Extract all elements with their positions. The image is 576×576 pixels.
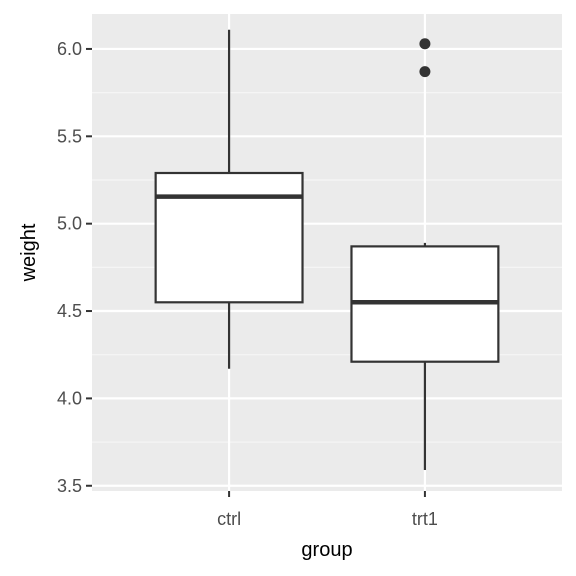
y-tick-label: 5.0: [57, 214, 82, 234]
y-axis: 3.5 4.0 4.5 5.0 5.5 6.0: [57, 39, 92, 496]
x-axis: ctrl trt1: [217, 491, 438, 529]
outlier-point: [419, 38, 431, 50]
y-tick-label: 6.0: [57, 39, 82, 59]
x-tick-label: ctrl: [217, 509, 241, 529]
iqr-box: [154, 171, 304, 304]
box-trt1: [350, 38, 500, 471]
outlier-point: [419, 66, 431, 78]
y-tick-label: 5.5: [57, 126, 82, 146]
box-ctrl: [154, 29, 304, 369]
x-tick-label: trt1: [412, 509, 438, 529]
y-tick-label: 4.5: [57, 301, 82, 321]
y-tick-label: 3.5: [57, 476, 82, 496]
x-axis-title: group: [301, 539, 352, 561]
y-tick-label: 4.0: [57, 388, 82, 408]
boxes-layer: [154, 29, 500, 471]
y-axis-title: weight: [18, 223, 40, 282]
